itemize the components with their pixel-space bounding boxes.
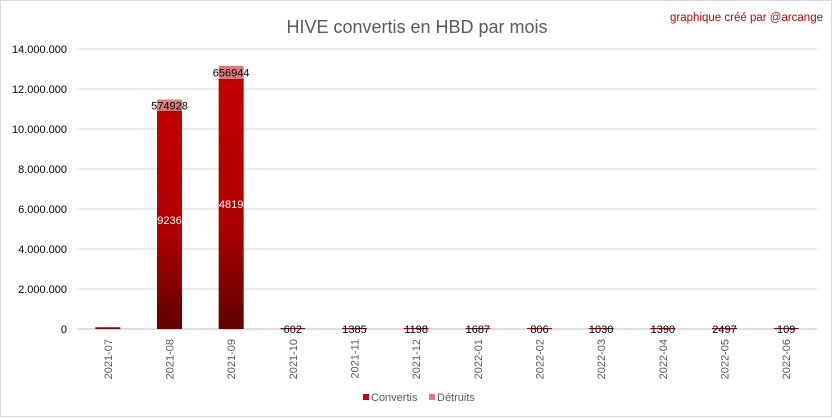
- x-tick-label: 2021-07: [103, 339, 115, 379]
- data-label-detruits: 1198: [404, 324, 428, 336]
- bar-convertis: [527, 328, 552, 329]
- bar-convertis: [712, 328, 737, 329]
- x-axis-ticks: 2021-07 2021-08 2021-09 2021-10 2021-11 2021-…: [103, 339, 793, 379]
- x-tick-label: 2022-04: [658, 339, 670, 379]
- data-label-convertis: 9236: [157, 215, 181, 227]
- bar-convertis: [465, 328, 491, 329]
- data-label-detruits: 109: [777, 324, 795, 336]
- chart-credit: graphique créé par @arcange: [670, 12, 823, 24]
- x-tick-label: 2021-09: [226, 339, 238, 379]
- data-label-detruits: 1385: [342, 324, 366, 336]
- x-tick-label: 2021-12: [411, 339, 423, 379]
- data-label-detruits: 2497: [712, 324, 736, 336]
- bar-convertis: [218, 79, 244, 329]
- bar-detruits: [157, 99, 182, 111]
- y-tick-label: 2.000.000: [18, 284, 67, 296]
- chart-title: HIVE convertis en HBD par mois: [286, 17, 547, 37]
- bar-convertis: [403, 328, 429, 329]
- bar-convertis: [342, 328, 367, 329]
- y-tick-label: 4.000.000: [18, 244, 67, 256]
- legend-label-detruits: Détruits: [437, 392, 475, 404]
- y-tick-label: 6.000.000: [18, 204, 67, 216]
- bar-detruits: [218, 65, 244, 79]
- x-tick-label: 2021-08: [165, 339, 177, 379]
- data-label-detruits: 602: [284, 324, 302, 336]
- x-tick-label: 2022-01: [473, 339, 485, 379]
- y-tick-label: 12.000.000: [12, 84, 67, 96]
- data-label-detruits: 1390: [651, 324, 675, 336]
- legend-swatch-detruits: [429, 394, 435, 400]
- bar-convertis: [588, 328, 614, 329]
- x-tick-label: 2022-05: [720, 339, 732, 379]
- data-label-convertis: 4819: [219, 199, 243, 211]
- bar-convertis: [157, 111, 182, 329]
- data-label-detruits: 806: [530, 324, 548, 336]
- data-label-detruits: 656944: [213, 67, 250, 79]
- gridlines: [77, 48, 817, 330]
- y-axis-ticks: 0 2.000.000 4.000.000 6.000.000 8.000.000 10.…: [12, 44, 67, 336]
- legend-swatch-convertis: [363, 394, 369, 400]
- data-labels: 9236 574928 4819 656944 602 1385 1198 1687 806 10…: [151, 67, 795, 336]
- x-tick-label: 2022-06: [781, 339, 793, 379]
- data-label-detruits: 1687: [466, 324, 490, 336]
- legend-label-convertis: Convertis: [371, 392, 418, 404]
- y-tick-label: 10.000.000: [12, 124, 67, 136]
- bar-convertis: [650, 328, 676, 329]
- bars: [95, 65, 799, 329]
- x-tick-label: 2022-02: [535, 339, 547, 379]
- bar-convertis: [773, 328, 799, 329]
- data-label-detruits: 574928: [151, 100, 188, 112]
- x-tick-label: 2021-10: [288, 339, 300, 379]
- bar-convertis: [95, 327, 121, 329]
- legend: Convertis Détruits: [363, 392, 475, 404]
- bar-convertis: [280, 328, 306, 329]
- y-tick-label: 0: [61, 324, 67, 336]
- y-tick-label: 14.000.000: [12, 44, 67, 56]
- y-tick-label: 8.000.000: [18, 164, 67, 176]
- x-tick-label: 2021-11: [350, 339, 362, 379]
- x-tick-label: 2022-03: [596, 339, 608, 379]
- data-label-detruits: 1030: [589, 324, 613, 336]
